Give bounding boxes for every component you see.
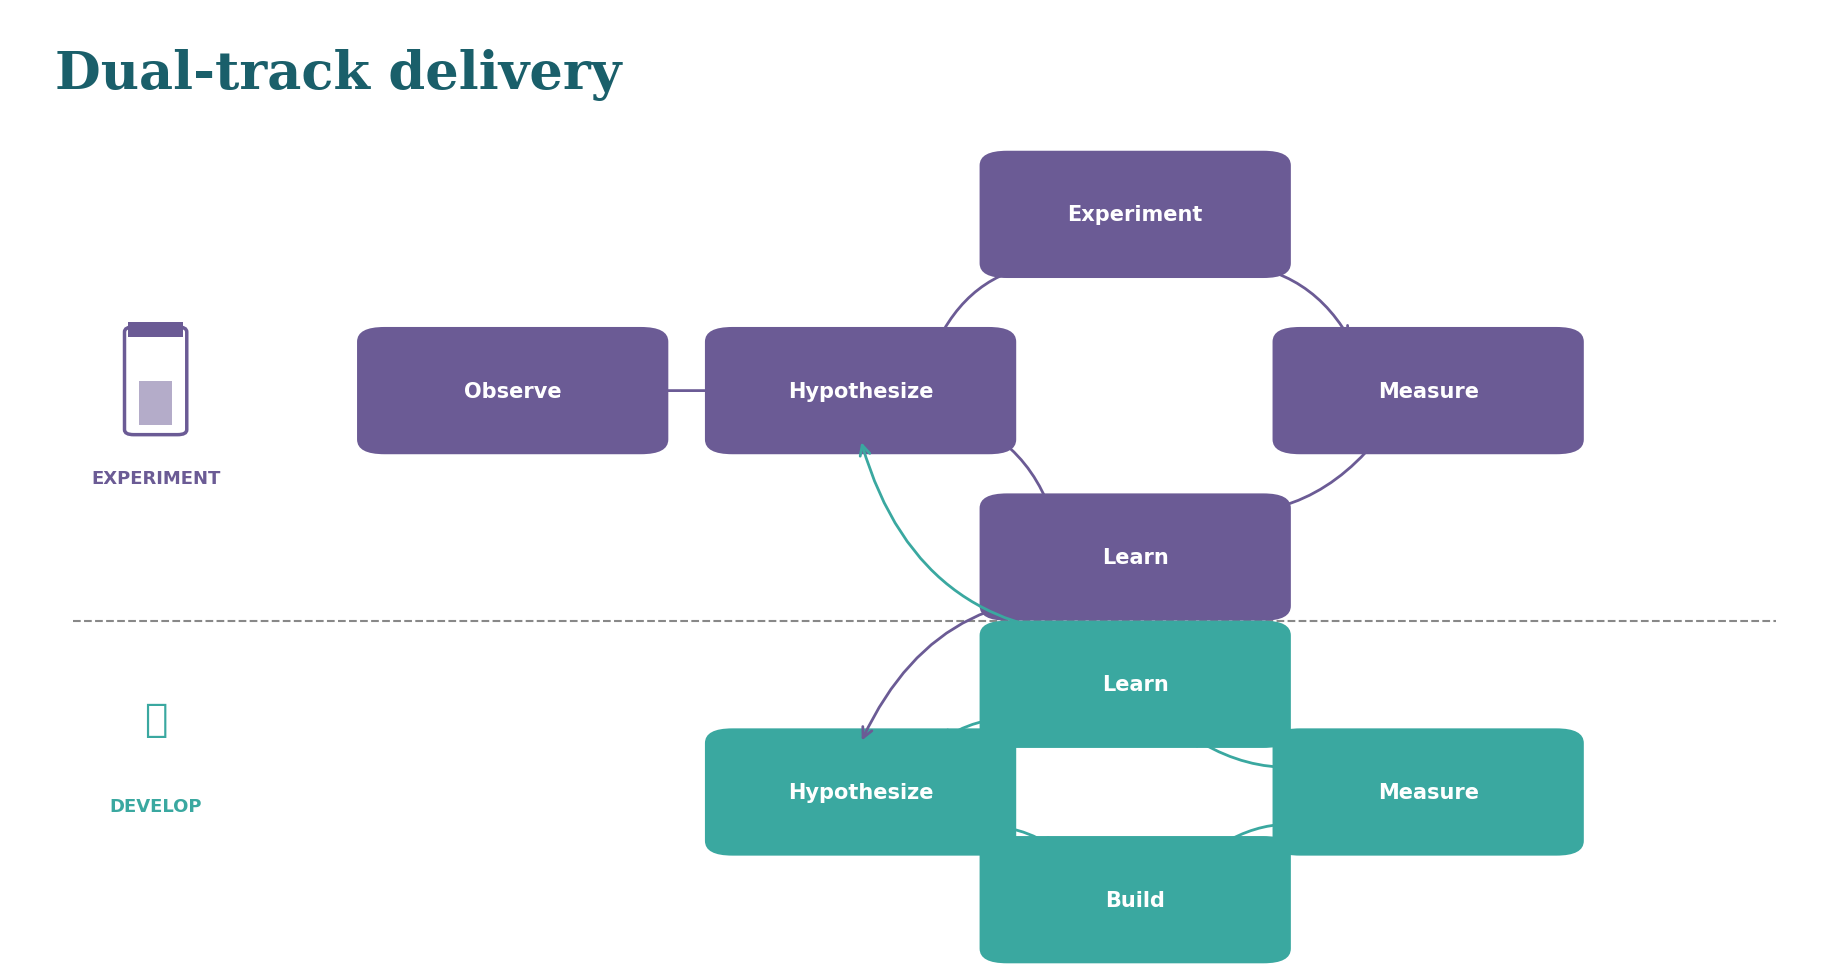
FancyBboxPatch shape	[1272, 729, 1583, 856]
FancyBboxPatch shape	[979, 621, 1290, 748]
FancyBboxPatch shape	[705, 328, 1016, 455]
FancyBboxPatch shape	[1272, 328, 1583, 455]
FancyBboxPatch shape	[357, 328, 668, 455]
FancyBboxPatch shape	[979, 836, 1290, 963]
Text: Observe: Observe	[463, 381, 562, 401]
Text: Measure: Measure	[1376, 381, 1479, 401]
Text: Hypothesize: Hypothesize	[787, 381, 933, 401]
Text: 🔧: 🔧	[145, 700, 167, 737]
Text: Build: Build	[1105, 890, 1164, 910]
Bar	[139, 381, 172, 425]
Text: Measure: Measure	[1376, 782, 1479, 802]
Text: DEVELOP: DEVELOP	[110, 797, 201, 815]
Text: Hypothesize: Hypothesize	[787, 782, 933, 802]
Bar	[128, 323, 183, 337]
FancyBboxPatch shape	[979, 494, 1290, 621]
Text: EXPERIMENT: EXPERIMENT	[92, 469, 220, 487]
FancyBboxPatch shape	[705, 729, 1016, 856]
Text: Learn: Learn	[1102, 675, 1168, 694]
Text: Experiment: Experiment	[1067, 205, 1202, 225]
Text: Learn: Learn	[1102, 548, 1168, 567]
FancyBboxPatch shape	[979, 152, 1290, 279]
Text: Dual-track delivery: Dual-track delivery	[55, 49, 620, 101]
